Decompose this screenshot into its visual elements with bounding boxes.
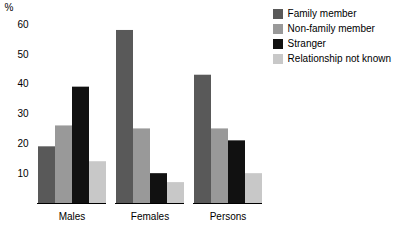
html-text:Family member: Family member [287, 8, 357, 19]
html-text:Stranger: Stranger [287, 38, 326, 49]
svg-text:10: 10 [17, 168, 29, 179]
svg-text:50: 50 [17, 49, 29, 60]
svg-text:20: 20 [17, 138, 29, 149]
svg-text:Males: Males [59, 211, 86, 222]
svg-text:30: 30 [17, 108, 29, 119]
svg-text:Females: Females [131, 211, 169, 222]
html-text:Non-family member: Non-family member [287, 23, 375, 34]
svg-text:40: 40 [17, 78, 29, 89]
svg-text:%: % [5, 2, 14, 13]
svg-text:60: 60 [17, 19, 29, 30]
svg-text:Persons: Persons [210, 211, 247, 222]
html-text:Relationship not known: Relationship not known [287, 53, 391, 64]
